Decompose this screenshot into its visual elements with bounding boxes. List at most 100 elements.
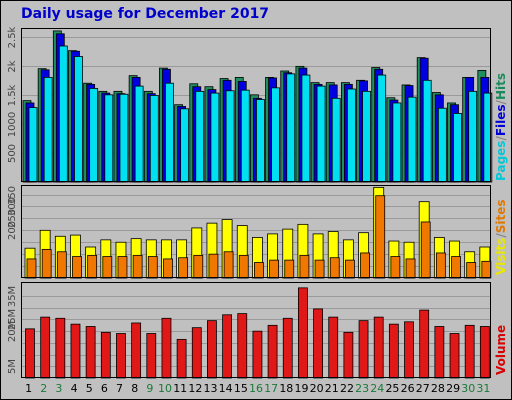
legend-pages-files-hits: Pages/Files/Hits (494, 73, 508, 181)
pages-bar (346, 88, 356, 183)
volume-bar (404, 321, 414, 379)
sites-bar (375, 195, 386, 279)
pages-bar (301, 74, 311, 183)
volume-bar (176, 338, 187, 379)
pages-bar (468, 90, 478, 183)
pages-bar (240, 89, 250, 183)
panel-border (21, 185, 491, 278)
pages-bar (407, 96, 417, 183)
x-tick-label: 29 (446, 382, 460, 395)
sites-bar (102, 256, 113, 279)
x-tick-label: 7 (116, 382, 123, 395)
sites-bar (132, 254, 143, 279)
sites-bar (238, 254, 249, 279)
legend-visits-sites: Visits/Sites (494, 200, 508, 276)
volume-bar (146, 333, 157, 379)
y-tick-label: 5M (7, 359, 18, 374)
sites-bar (284, 259, 295, 279)
volume-bar (388, 323, 399, 379)
y-tick-label: 350 (7, 186, 18, 205)
sites-bar (481, 260, 492, 279)
x-tick-label: 27 (416, 382, 430, 395)
y-tick-label: 2k (7, 60, 18, 72)
x-tick-label: 10 (158, 382, 172, 395)
x-tick-label: 13 (204, 382, 218, 395)
sites-bar (360, 252, 370, 279)
sites-bar (193, 254, 204, 279)
volume-bar (464, 324, 475, 379)
legend-pages: Pages (494, 140, 508, 181)
sites-bar (208, 253, 219, 279)
pages-bar (437, 107, 447, 183)
sites-bar (269, 259, 279, 279)
sites-bar (72, 256, 82, 279)
x-tick-label: 6 (101, 382, 108, 395)
volume-bar (70, 323, 81, 379)
y-tick-label: 200 (7, 221, 18, 240)
pages-bar (180, 108, 190, 183)
legend-files: Files (494, 104, 508, 137)
volume-bar (131, 322, 142, 379)
pages-bar (119, 93, 129, 183)
x-tick-label: 30 (461, 382, 475, 395)
y-tick-label: 2.5k (7, 26, 18, 48)
pages-bar (392, 102, 402, 183)
pages-bar (225, 90, 235, 183)
pages-bar (195, 90, 205, 183)
sites-bar (435, 252, 446, 279)
x-tick-label: 26 (401, 382, 415, 395)
x-tick-label: 17 (264, 382, 278, 395)
volume-bar (85, 326, 96, 379)
volume-bar (282, 317, 293, 379)
x-tick-label: 21 (325, 382, 339, 395)
pages-bar (104, 94, 114, 183)
volume-bar (328, 316, 339, 379)
sites-bar (147, 256, 158, 279)
pages-bar (271, 87, 280, 183)
pages-bar (58, 45, 68, 183)
volume-bar (479, 326, 490, 379)
sites-bar (163, 258, 173, 279)
volume-bar (313, 308, 323, 379)
x-tick-label: 3 (55, 382, 62, 395)
y-tick-label: 300 (7, 197, 18, 216)
pages-bar (286, 73, 296, 183)
y-tick-label: 1000 (7, 112, 18, 137)
volume-bar (55, 317, 66, 379)
pages-bar (362, 90, 371, 183)
y-tick-label: 25M (7, 309, 18, 330)
pages-bar (74, 56, 83, 183)
sites-bar (223, 251, 234, 279)
legend-separator: / (494, 100, 508, 105)
volume-bar (161, 317, 172, 379)
x-tick-label: 1 (25, 382, 32, 395)
x-tick-label: 14 (219, 382, 233, 395)
volume-bar (100, 331, 111, 379)
sites-bar (41, 248, 52, 279)
volume-bar (116, 333, 126, 379)
pages-bar (316, 85, 326, 183)
volume-bar (40, 316, 51, 379)
x-tick-label: 25 (385, 382, 399, 395)
x-tick-label: 23 (355, 382, 369, 395)
sites-bar (344, 259, 355, 279)
volume-bar (267, 324, 278, 379)
sites-bar (178, 257, 189, 279)
x-tick-label: 24 (370, 382, 384, 395)
volume-bar (419, 309, 430, 379)
pages-bar (43, 76, 53, 183)
sites-bar (299, 254, 310, 279)
sites-bar (26, 258, 37, 279)
legend-sites: Sites (494, 199, 508, 234)
volume-bar (252, 330, 263, 379)
pages-bar (331, 97, 341, 183)
y-tick-label: 1.5k (7, 84, 18, 106)
panel-border (21, 28, 491, 182)
x-tick-label: 12 (188, 382, 202, 395)
sites-bar (420, 221, 431, 279)
volume-bar (222, 314, 232, 379)
volume-bar (298, 287, 308, 379)
sites-bar (329, 257, 340, 279)
